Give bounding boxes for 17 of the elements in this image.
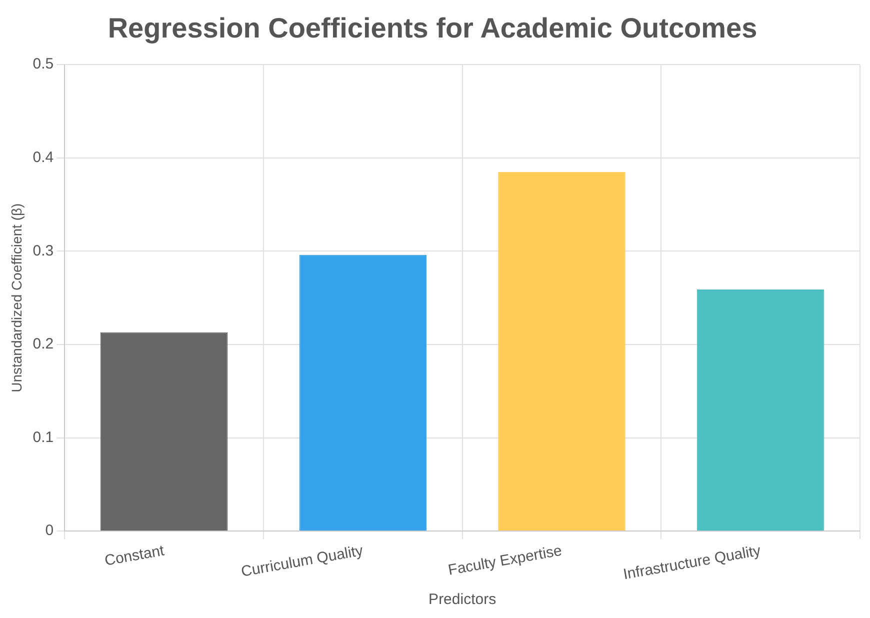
chart-title: Regression Coefficients for Academic Outcomes	[108, 12, 758, 44]
x-tick-label: Infrastructure Quality	[622, 542, 762, 584]
y-axis-title: Unstandardized Coefficient (β)	[8, 203, 24, 392]
y-tick-label: 0.4	[32, 149, 54, 166]
x-tick-label: Curriculum Quality	[240, 542, 365, 580]
x-tick-label: Constant	[103, 542, 166, 570]
bar	[696, 289, 824, 531]
bar	[100, 332, 228, 531]
y-tick-label: 0	[45, 522, 54, 540]
y-tick-label: 0.3	[32, 242, 54, 260]
bar	[498, 172, 626, 531]
y-tick-label: 0.1	[32, 428, 54, 446]
x-axis-title: Predictors	[428, 591, 496, 608]
y-tick-label: 0.5	[32, 56, 54, 73]
x-tick-label: Faculty Expertise	[446, 542, 564, 579]
y-tick-label: 0.2	[32, 336, 54, 353]
bar	[299, 254, 427, 531]
